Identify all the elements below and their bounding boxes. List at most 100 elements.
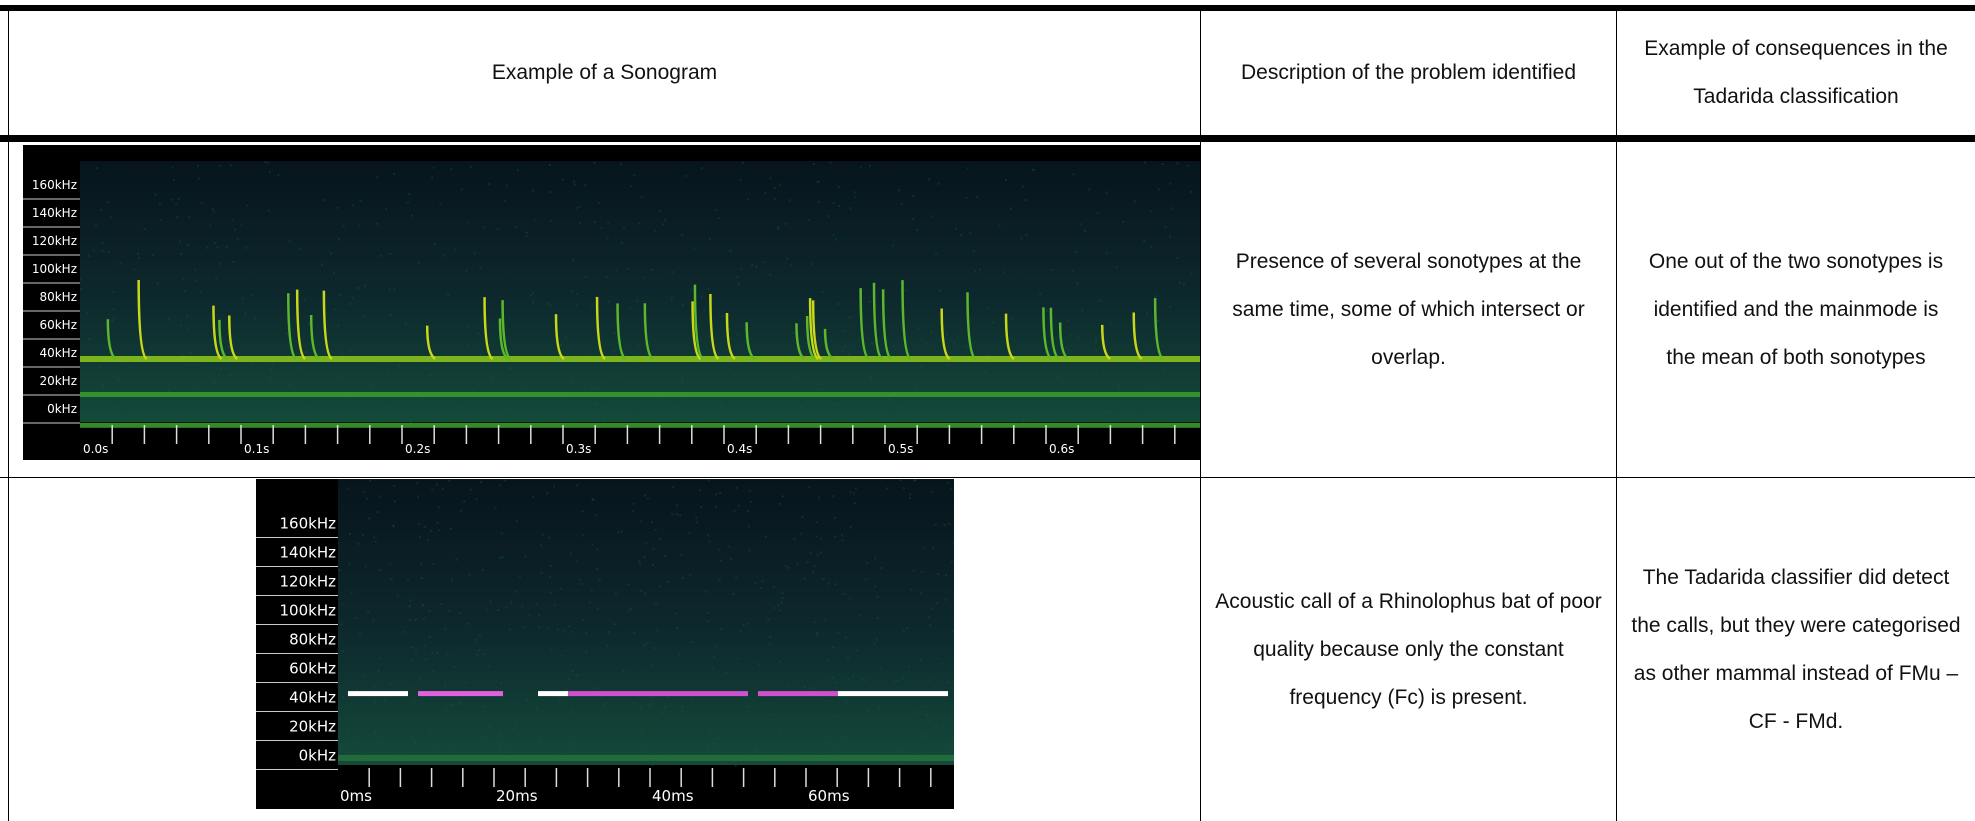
spectrogram bbox=[80, 161, 1200, 422]
noise bbox=[720, 559, 723, 562]
noise bbox=[856, 649, 859, 652]
noise bbox=[912, 569, 915, 572]
noise bbox=[93, 249, 96, 252]
noise bbox=[334, 407, 337, 410]
noise bbox=[1033, 168, 1036, 171]
noise bbox=[442, 254, 445, 257]
noise bbox=[817, 180, 820, 183]
noise bbox=[639, 706, 642, 709]
noise bbox=[431, 488, 434, 491]
noise bbox=[648, 752, 651, 755]
noise bbox=[818, 496, 821, 499]
noise bbox=[1161, 163, 1164, 166]
noise bbox=[960, 233, 963, 236]
noise bbox=[720, 628, 723, 631]
noise bbox=[167, 318, 170, 321]
noise bbox=[585, 353, 588, 356]
noise bbox=[241, 297, 244, 300]
noise bbox=[924, 402, 927, 405]
noise bbox=[546, 302, 549, 305]
noise bbox=[80, 288, 83, 291]
noise bbox=[622, 669, 625, 672]
noise bbox=[1171, 207, 1174, 210]
x-axis-label: 20ms bbox=[496, 787, 538, 805]
noise bbox=[553, 604, 556, 607]
noise bbox=[187, 327, 190, 330]
noise bbox=[606, 644, 609, 647]
y-axis-label: 40kHz bbox=[289, 688, 336, 706]
noise bbox=[213, 381, 216, 384]
noise bbox=[548, 164, 551, 167]
noise bbox=[117, 378, 120, 381]
noise bbox=[937, 182, 940, 185]
noise bbox=[777, 603, 780, 606]
noise bbox=[330, 252, 333, 255]
noise bbox=[592, 499, 595, 502]
noise bbox=[426, 539, 429, 542]
noise bbox=[733, 509, 736, 512]
noise bbox=[812, 687, 815, 690]
noise bbox=[928, 721, 931, 724]
noise bbox=[836, 715, 839, 718]
noise bbox=[460, 702, 463, 705]
noise bbox=[232, 261, 235, 264]
noise bbox=[965, 345, 968, 348]
noise bbox=[285, 332, 288, 335]
noise bbox=[781, 495, 784, 498]
noise bbox=[342, 650, 345, 653]
noise bbox=[481, 569, 484, 572]
noise bbox=[373, 700, 376, 703]
noise bbox=[346, 731, 349, 734]
noise bbox=[732, 362, 735, 365]
noise bbox=[708, 540, 711, 543]
call-trace bbox=[823, 328, 834, 361]
noise bbox=[337, 377, 340, 380]
noise bbox=[429, 730, 432, 733]
noise bbox=[849, 526, 852, 529]
noise bbox=[1010, 317, 1013, 320]
noise bbox=[363, 284, 366, 287]
noise bbox=[446, 652, 449, 655]
noise bbox=[849, 207, 852, 210]
noise bbox=[177, 197, 180, 200]
y-axis-label: 160kHz bbox=[32, 178, 77, 192]
noise bbox=[156, 282, 159, 285]
noise bbox=[588, 601, 591, 604]
sonogram-image: 160kHz 140kHz 120kHz 100kHz 80kHz 60kHz 40kHz 2… bbox=[23, 145, 1200, 460]
noise bbox=[1176, 162, 1179, 165]
noise bbox=[832, 646, 835, 649]
consequence-cell: One out of the two sonotypes is identifi… bbox=[1648, 249, 1944, 369]
call-trace bbox=[228, 315, 239, 361]
noise bbox=[356, 740, 359, 743]
noise bbox=[410, 646, 413, 649]
noise bbox=[561, 178, 564, 181]
noise bbox=[538, 613, 541, 616]
noise bbox=[718, 399, 721, 402]
noise bbox=[1066, 319, 1069, 322]
noise bbox=[871, 343, 874, 346]
call-trace bbox=[795, 323, 806, 361]
noise bbox=[703, 309, 706, 312]
noise bbox=[466, 221, 469, 224]
noise bbox=[813, 621, 816, 624]
noise bbox=[663, 706, 666, 709]
noise bbox=[1005, 178, 1008, 181]
noise bbox=[573, 180, 576, 183]
noise bbox=[561, 401, 564, 404]
noise bbox=[251, 294, 254, 297]
noise bbox=[553, 485, 556, 488]
noise bbox=[305, 351, 308, 354]
noise bbox=[571, 379, 574, 382]
noise bbox=[393, 288, 396, 291]
noise bbox=[651, 764, 654, 767]
noise bbox=[384, 411, 387, 414]
noise bbox=[912, 195, 915, 198]
noise bbox=[402, 630, 405, 633]
noise bbox=[828, 699, 831, 702]
noise bbox=[1143, 240, 1146, 243]
noise bbox=[777, 225, 780, 228]
noise bbox=[598, 578, 601, 581]
noise bbox=[289, 384, 292, 387]
noise bbox=[873, 731, 876, 734]
noise bbox=[579, 578, 582, 581]
